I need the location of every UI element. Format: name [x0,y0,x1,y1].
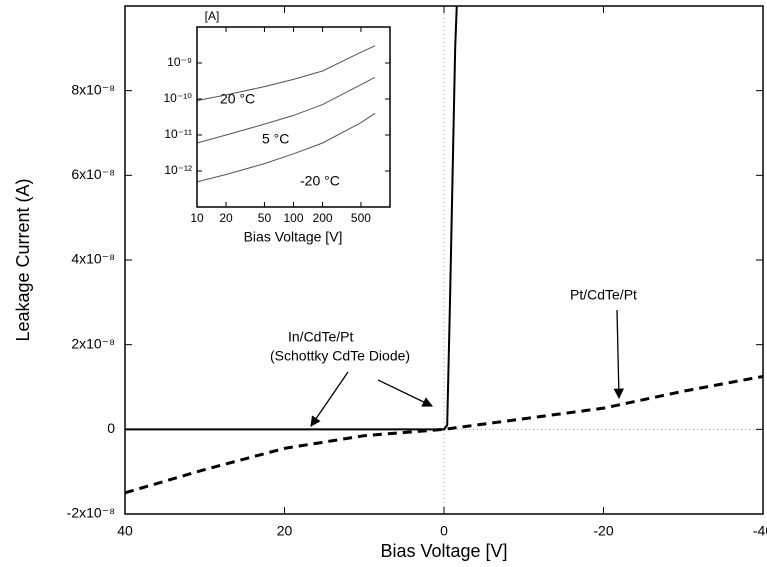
x-tick-label: 40 [117,523,133,539]
inset-y-axis-title: [A] [205,9,220,23]
annotation: (Schottky CdTe Diode) [270,348,410,364]
x-tick-label: 20 [277,523,293,539]
x-axis-title: Bias Voltage [V] [380,541,507,561]
series-line [125,374,763,495]
y-tick-label: 0 [107,420,115,436]
series-label: 20 °C [220,91,255,107]
y-tick-label: -2x10⁻⁸ [67,505,115,521]
series-label: 5 °C [262,131,289,147]
inset-x-axis-title: Bias Voltage [V] [244,229,343,245]
y-axis-title: Leakage Current (A) [13,178,33,341]
arrow [613,309,624,400]
arrow [377,379,433,407]
plot-frame [124,5,764,515]
y-tick-label: 10⁻⁹ [167,55,192,69]
y-tick-label: 8x10⁻⁸ [71,81,115,97]
arrow [310,371,349,427]
x-tick-label: 20 [219,211,233,225]
x-tick-label: -40 [753,523,767,539]
series-line [196,112,376,183]
x-tick-label: 200 [313,211,333,225]
series-label: -20 °C [300,173,340,189]
annotation: Pt/CdTe/Pt [570,287,637,303]
y-tick-label: 10⁻¹⁰ [164,91,193,105]
x-tick-label: 0 [440,523,448,539]
y-tick-label: 10⁻¹² [164,163,192,177]
y-tick-label: 2x10⁻⁸ [71,335,115,351]
y-tick-label: 4x10⁻⁸ [71,251,115,267]
plot-frame [196,26,391,208]
x-tick-label: 500 [351,211,371,225]
x-tick-label: -20 [593,523,613,539]
y-tick-label: 6x10⁻⁸ [71,166,115,182]
series-line [196,45,376,102]
x-tick-label: 100 [283,211,303,225]
series-line [125,6,458,431]
inset-background [197,27,390,207]
annotation: In/CdTe/Pt [288,329,353,345]
x-tick-label: 50 [258,211,272,225]
y-tick-label: 10⁻¹¹ [164,127,192,141]
x-tick-label: 10 [190,211,204,225]
series-line [196,76,376,144]
